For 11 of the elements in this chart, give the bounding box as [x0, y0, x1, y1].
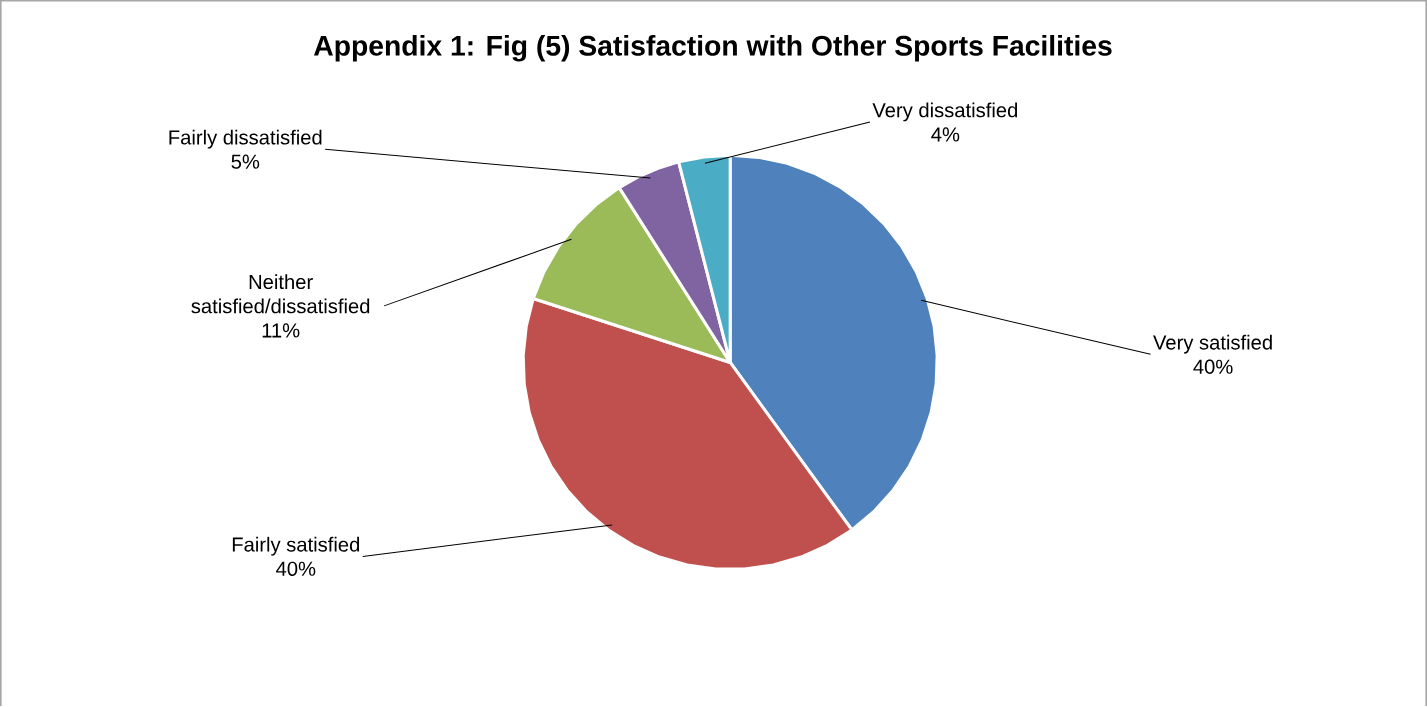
- chart-title: Appendix 1: Fig (5) Satisfaction with Other Sports Facilities: [313, 35, 1112, 62]
- data-label: 4%: [931, 127, 960, 142]
- slice-label: Fairly satisfied: [232, 537, 360, 556]
- data-label: 40%: [1193, 359, 1233, 375]
- data-label: 40%: [276, 561, 316, 577]
- slice-label: Fairly dissatisfied: [169, 129, 322, 149]
- data-label: 5%: [231, 154, 260, 169]
- slice-label: Very dissatisfied: [872, 102, 1018, 122]
- slice-label: Neither satisfied/dissatisfied: [191, 274, 370, 314]
- data-label: 11%: [262, 323, 300, 338]
- slice-label: Very satisfied: [1153, 334, 1272, 354]
